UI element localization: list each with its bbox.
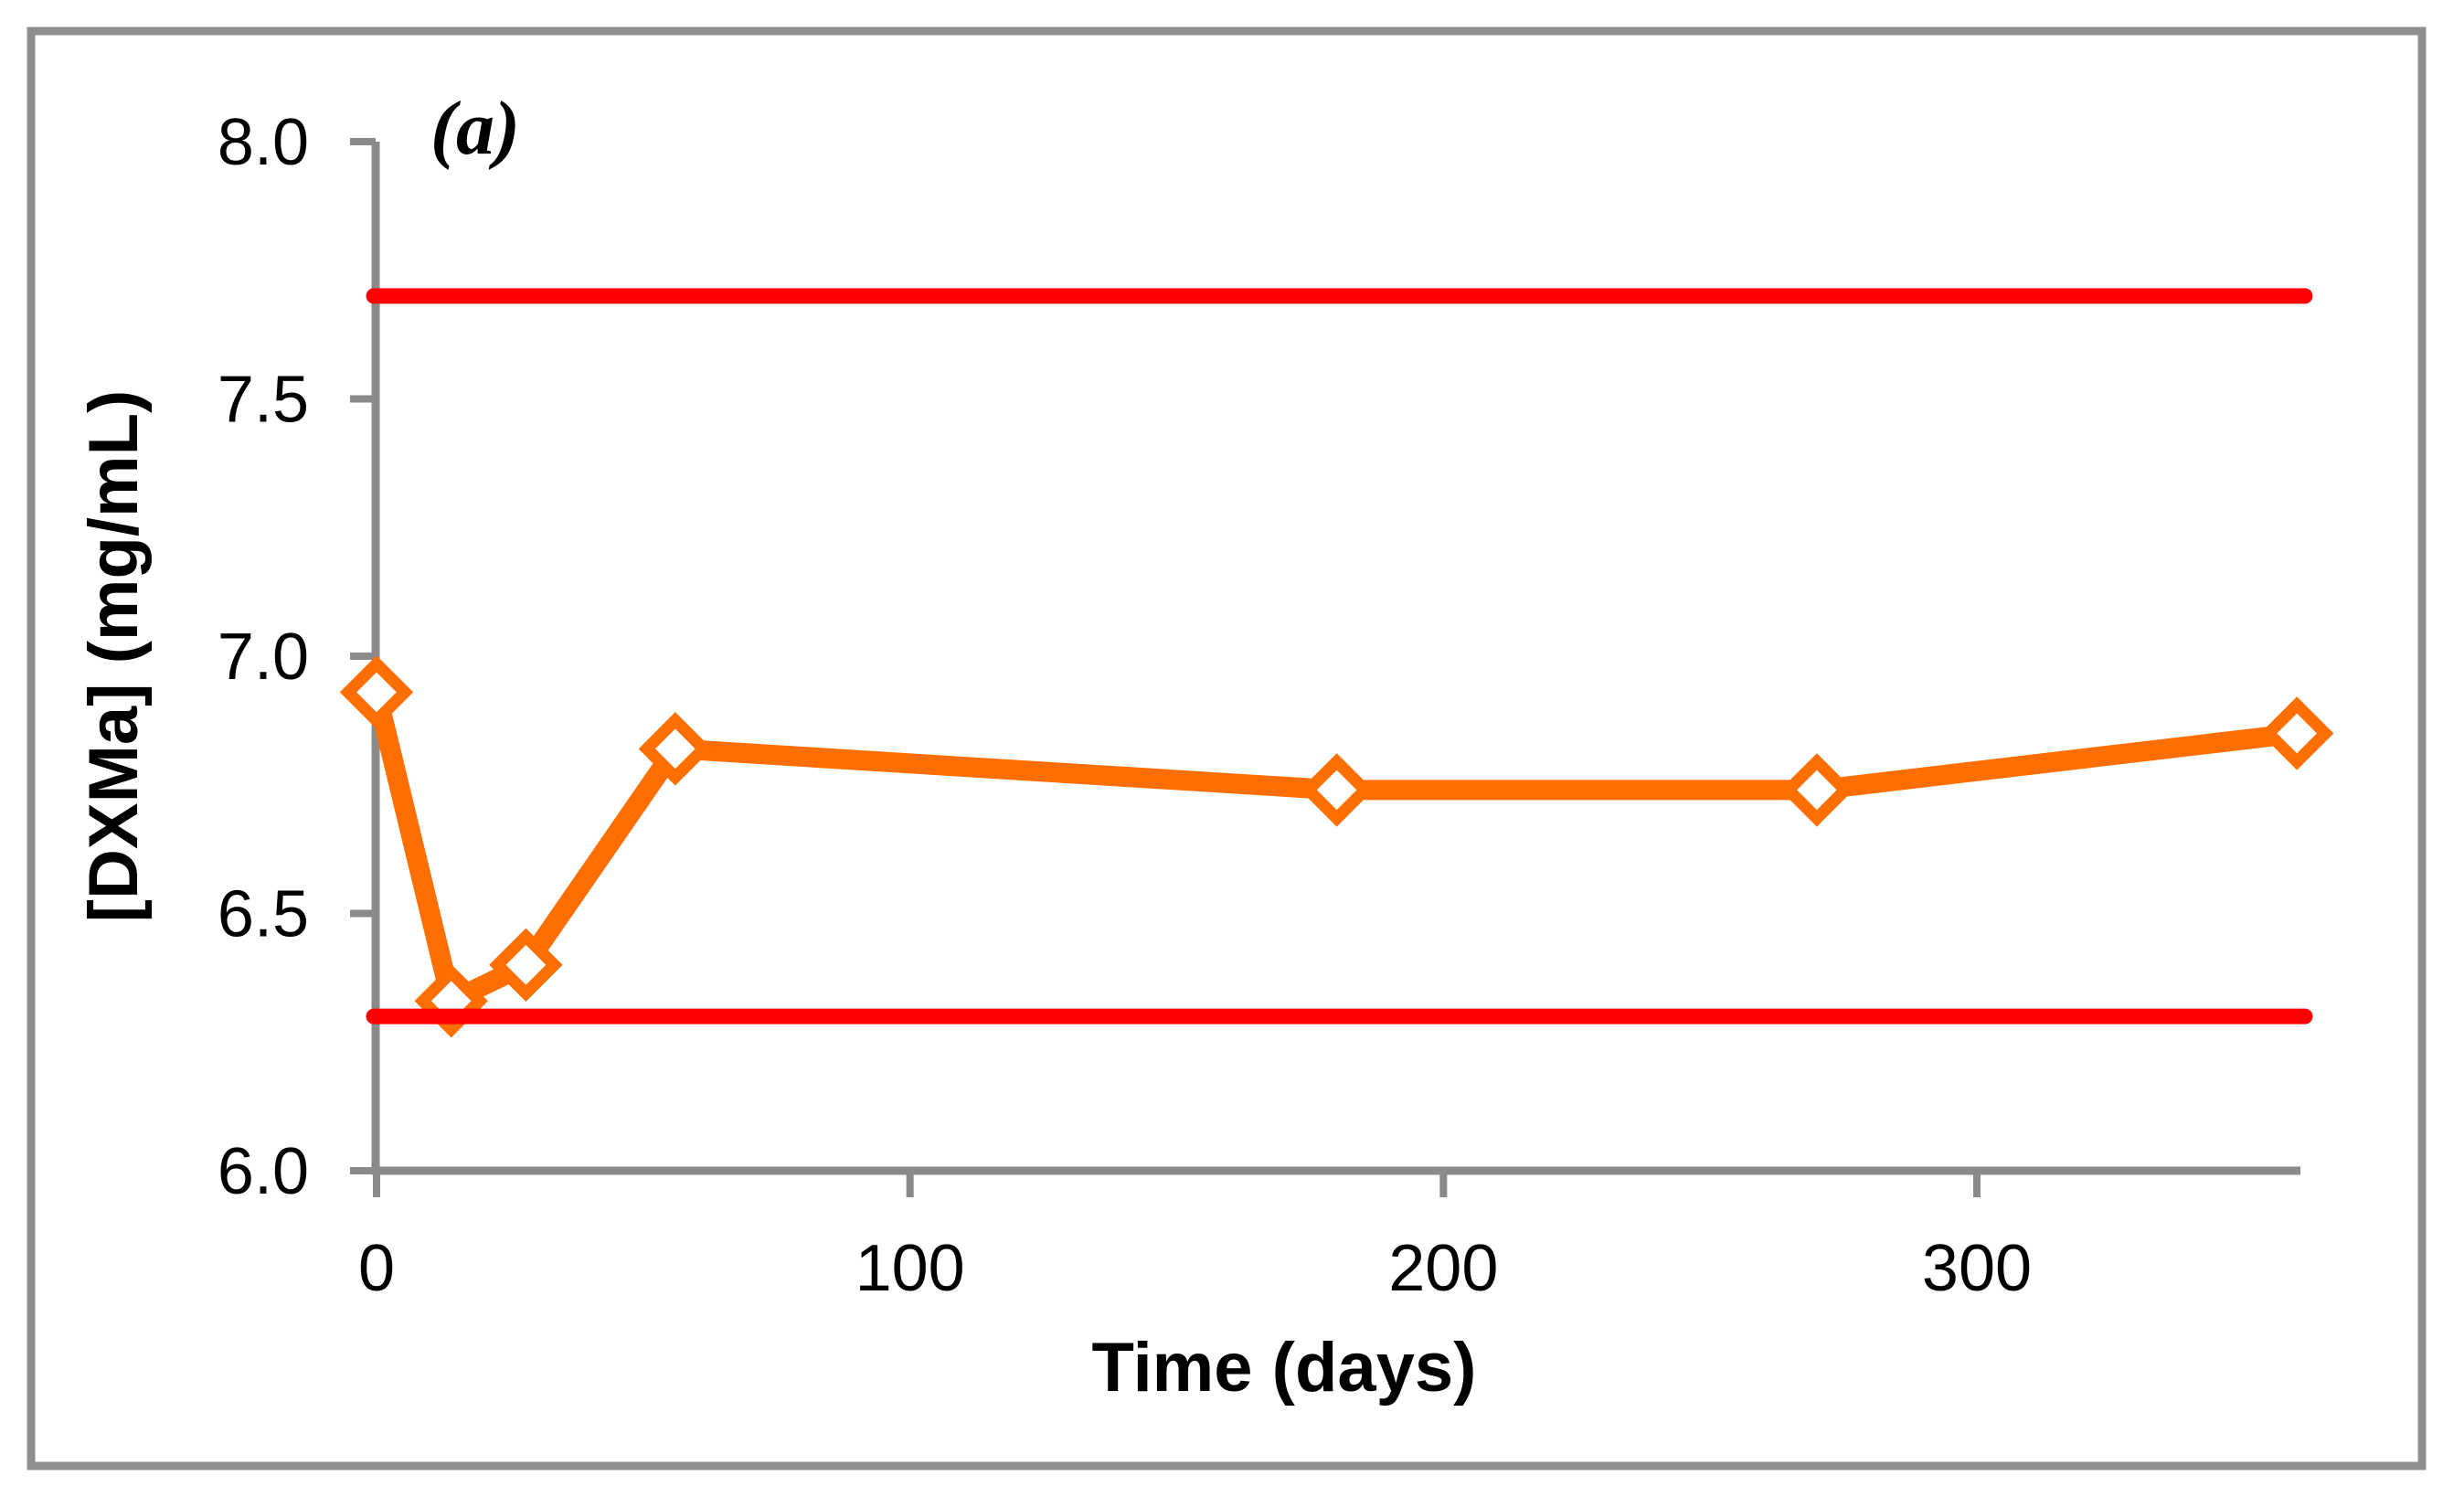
x-tick-label: 300 [1922, 1232, 2032, 1305]
data-point-marker [489, 928, 563, 1002]
figure-border [27, 27, 2427, 1470]
data-point-marker [339, 655, 414, 729]
data-point-marker [2260, 696, 2334, 770]
data-point-marker [638, 712, 713, 786]
y-tick-label: 8.0 [218, 106, 309, 179]
y-axis-title: [DXMa] (mg/mL) [75, 390, 153, 923]
y-tick-label: 7.0 [218, 621, 309, 694]
chart-generated-content: 6.0 6.5 7.0 7.5 8.0 0 100 200 300 [27, 27, 2427, 1470]
data-point-marker [1300, 753, 1374, 827]
data-point-marker [1779, 753, 1854, 827]
panel-label: (a) [430, 86, 520, 171]
x-tick-label: 200 [1388, 1232, 1498, 1305]
x-tick-label: 0 [358, 1232, 395, 1305]
x-tick-label: 100 [855, 1232, 965, 1305]
y-tick-label: 7.5 [218, 364, 309, 437]
x-axis-title: Time (days) [1092, 1329, 1477, 1407]
y-tick-label: 6.0 [218, 1135, 309, 1208]
y-tick-label: 6.5 [218, 878, 309, 951]
